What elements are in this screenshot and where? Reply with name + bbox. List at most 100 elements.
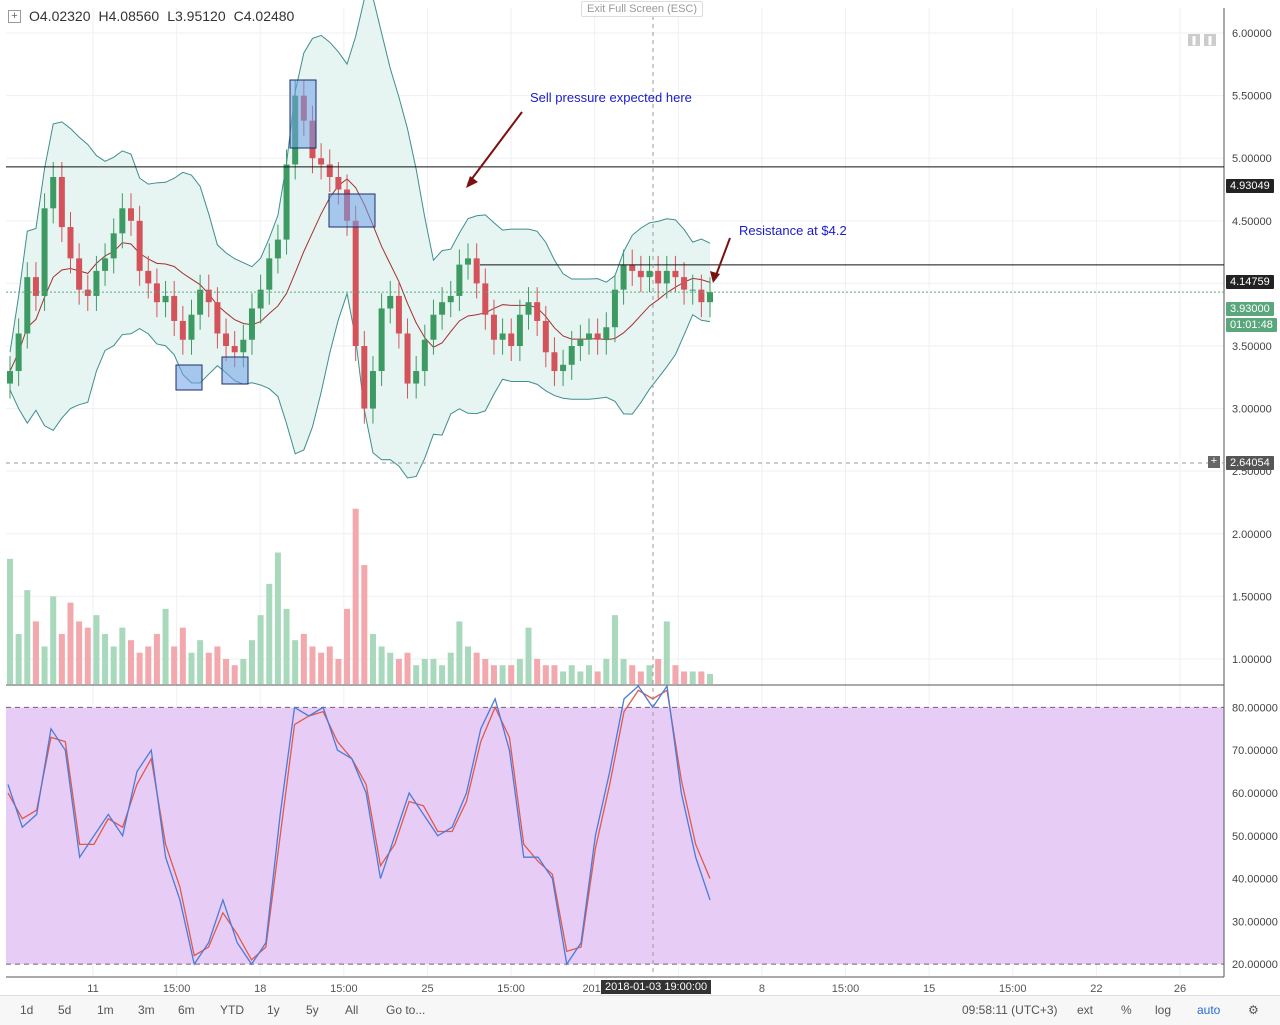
volume-bar — [698, 671, 705, 684]
stoch-tick-label: 30.00000 — [1232, 916, 1278, 928]
candle-body — [663, 270, 670, 284]
candle-body — [240, 339, 247, 353]
settings-icon[interactable]: ❚ — [1204, 34, 1216, 46]
ohlc-open: O4.02320 — [29, 8, 91, 24]
stoch-tick-label: 20.00000 — [1232, 959, 1278, 971]
highlight-box — [175, 364, 203, 391]
volume-bar — [629, 665, 636, 684]
volume-bar — [7, 558, 13, 684]
bollinger-upper — [9, 0, 711, 353]
x-tick-label: 15 — [923, 983, 935, 995]
y-tick-label: 5.00000 — [1232, 153, 1272, 165]
x-tick-label: 15:00 — [832, 983, 860, 995]
candle-body — [127, 208, 134, 221]
range-5d[interactable]: 5d — [58, 1003, 72, 1017]
x-tick-label: 22 — [1090, 983, 1102, 995]
x-tick-label: 8 — [759, 983, 765, 995]
volume-bar — [188, 652, 195, 684]
volume-bar — [387, 652, 394, 684]
candle-body — [672, 270, 679, 278]
volume-bar — [439, 665, 446, 684]
volume-bar — [499, 665, 506, 684]
volume-bar — [490, 665, 497, 684]
candle-body — [698, 289, 705, 303]
volume-bar — [404, 652, 411, 684]
range-3m[interactable]: 3m — [138, 1003, 155, 1017]
candle-body — [214, 302, 221, 334]
percent-button[interactable]: % — [1121, 1003, 1132, 1017]
candle-body — [283, 164, 290, 240]
candle-body — [404, 333, 411, 384]
candle-body — [465, 258, 472, 265]
range-1d[interactable]: 1d — [20, 1003, 34, 1017]
pause-icon[interactable]: ❚ — [1188, 34, 1200, 46]
candle-body — [620, 264, 627, 290]
candle-body — [637, 270, 644, 278]
range-1m[interactable]: 1m — [97, 1003, 114, 1017]
line-badge-2: 4.14759 — [1226, 275, 1274, 289]
range-5y[interactable]: 5y — [306, 1003, 319, 1017]
candle-body — [611, 289, 618, 328]
candle-body — [318, 158, 325, 165]
volume-bar — [482, 658, 489, 684]
stoch-band — [6, 707, 1224, 965]
x-tick-label: 2018 — [582, 983, 606, 995]
gear-icon[interactable]: ⚙ — [1248, 1003, 1259, 1017]
range-all[interactable]: All — [345, 1003, 359, 1017]
volume-bar — [102, 633, 109, 684]
volume-bar — [672, 665, 679, 684]
bottom-toolbar: 1d 5d 1m 3m 6m YTD 1y 5y All Go to... 09… — [0, 995, 1280, 1025]
candle-body — [197, 289, 204, 315]
crosshair-date: 2018-01-03 19:00:00 — [601, 980, 712, 994]
candle-body — [119, 208, 126, 234]
ohlc-close: C4.02480 — [233, 8, 295, 24]
volume-bar — [76, 621, 83, 684]
expand-icon[interactable]: + — [8, 9, 21, 23]
stoch-tick-label: 60.00000 — [1232, 788, 1278, 800]
volume-bar — [300, 633, 307, 684]
candle-body — [560, 364, 567, 372]
exit-fullscreen-button[interactable]: Exit Full Screen (ESC) — [581, 1, 704, 17]
volume-bar — [205, 652, 212, 684]
volume-bar — [197, 640, 204, 684]
candle-body — [499, 333, 506, 340]
volume-bar — [110, 646, 117, 684]
range-1y[interactable]: 1y — [267, 1003, 280, 1017]
bollinger-lower — [9, 291, 711, 479]
auto-button[interactable]: auto — [1197, 1003, 1221, 1017]
x-tick-label: 18 — [254, 983, 266, 995]
candle-body — [525, 302, 532, 315]
y-tick-label: 5.50000 — [1232, 91, 1272, 103]
stoch-tick-label: 80.00000 — [1232, 702, 1278, 714]
candle-body — [7, 371, 13, 384]
volume-bar — [335, 658, 342, 684]
log-button[interactable]: log — [1155, 1003, 1172, 1017]
arrow-sell-head — [466, 176, 478, 188]
candle-body — [136, 220, 143, 271]
annotation-resistance: Resistance at $4.2 — [739, 223, 847, 238]
volume-bar — [378, 646, 385, 684]
volume-bar — [681, 671, 688, 684]
ext-button[interactable]: ext — [1077, 1003, 1094, 1017]
range-6m[interactable]: 6m — [178, 1003, 195, 1017]
add-alert-icon[interactable]: + — [1208, 456, 1220, 468]
volume-bar — [266, 583, 273, 684]
candle-body — [248, 308, 255, 340]
volume-bar — [119, 627, 126, 684]
goto-button[interactable]: Go to... — [386, 1003, 426, 1017]
volume-bar — [542, 665, 549, 684]
volume-bar — [534, 658, 541, 684]
arrow-resistance — [714, 237, 731, 279]
candle-body — [603, 327, 610, 340]
x-tick-label: 25 — [421, 983, 433, 995]
volume-bar — [58, 633, 65, 684]
volume-bar — [326, 646, 333, 684]
candle-body — [274, 239, 281, 259]
highlight-box — [221, 356, 249, 385]
x-tick-label: 15:00 — [999, 983, 1027, 995]
candle-body — [102, 258, 109, 271]
volume-bar — [162, 608, 169, 684]
chart-controls: ❚ ❚ — [1188, 34, 1216, 46]
range-ytd[interactable]: YTD — [220, 1003, 244, 1017]
